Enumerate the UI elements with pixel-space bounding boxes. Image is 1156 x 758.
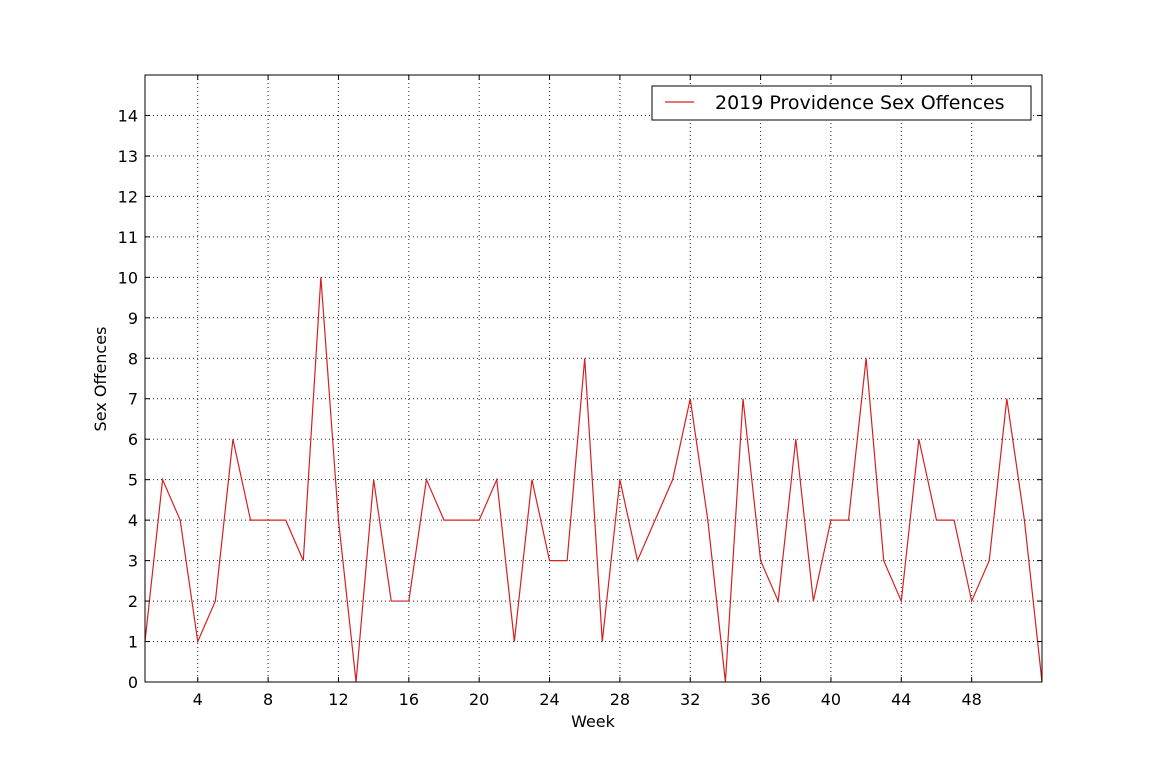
y-tick-label: 2 xyxy=(128,592,138,611)
x-tick-label: 28 xyxy=(610,690,630,709)
x-tick-label: 32 xyxy=(680,690,700,709)
plot-area-frame xyxy=(144,74,1043,683)
axis-ticks xyxy=(145,75,1042,683)
series-line-0 xyxy=(144,277,1043,683)
x-tick-label: 36 xyxy=(750,690,770,709)
legend-label: 2019 Providence Sex Offences xyxy=(715,92,1005,114)
x-tick-label: 20 xyxy=(469,690,489,709)
x-tick-label: 8 xyxy=(263,690,273,709)
y-tick-label: 1 xyxy=(128,633,138,652)
y-axis-label: Sex Offences xyxy=(91,327,110,432)
y-tick-label: 9 xyxy=(128,309,138,328)
y-tick-label: 13 xyxy=(118,147,138,166)
y-tick-label: 14 xyxy=(118,106,138,125)
y-tick-label: 10 xyxy=(118,268,138,287)
x-tick-label: 12 xyxy=(328,690,348,709)
x-axis-label: Week xyxy=(571,712,616,731)
y-tick-label: 8 xyxy=(128,349,138,368)
x-tick-label: 48 xyxy=(961,690,981,709)
grid xyxy=(145,75,1042,682)
y-tick-label: 7 xyxy=(128,390,138,409)
x-tick-label: 16 xyxy=(399,690,419,709)
series-layer xyxy=(144,277,1043,683)
y-tick-label: 11 xyxy=(118,228,138,247)
y-tick-label: 4 xyxy=(128,511,138,530)
y-tick-label: 0 xyxy=(128,673,138,692)
x-axis-tick-labels: 4 8 12 16 20 24 28 32 36 40 44 48 xyxy=(193,690,982,709)
y-tick-label: 12 xyxy=(118,187,138,206)
y-tick-label: 6 xyxy=(128,430,138,449)
x-tick-label: 44 xyxy=(891,690,911,709)
legend-box xyxy=(651,85,1032,121)
legend: 2019 Providence Sex Offences xyxy=(651,85,1032,121)
y-tick-label: 3 xyxy=(128,552,138,571)
x-tick-label: 40 xyxy=(821,690,841,709)
x-tick-label: 4 xyxy=(193,690,203,709)
y-tick-label: 5 xyxy=(128,471,138,490)
x-tick-label: 24 xyxy=(539,690,559,709)
